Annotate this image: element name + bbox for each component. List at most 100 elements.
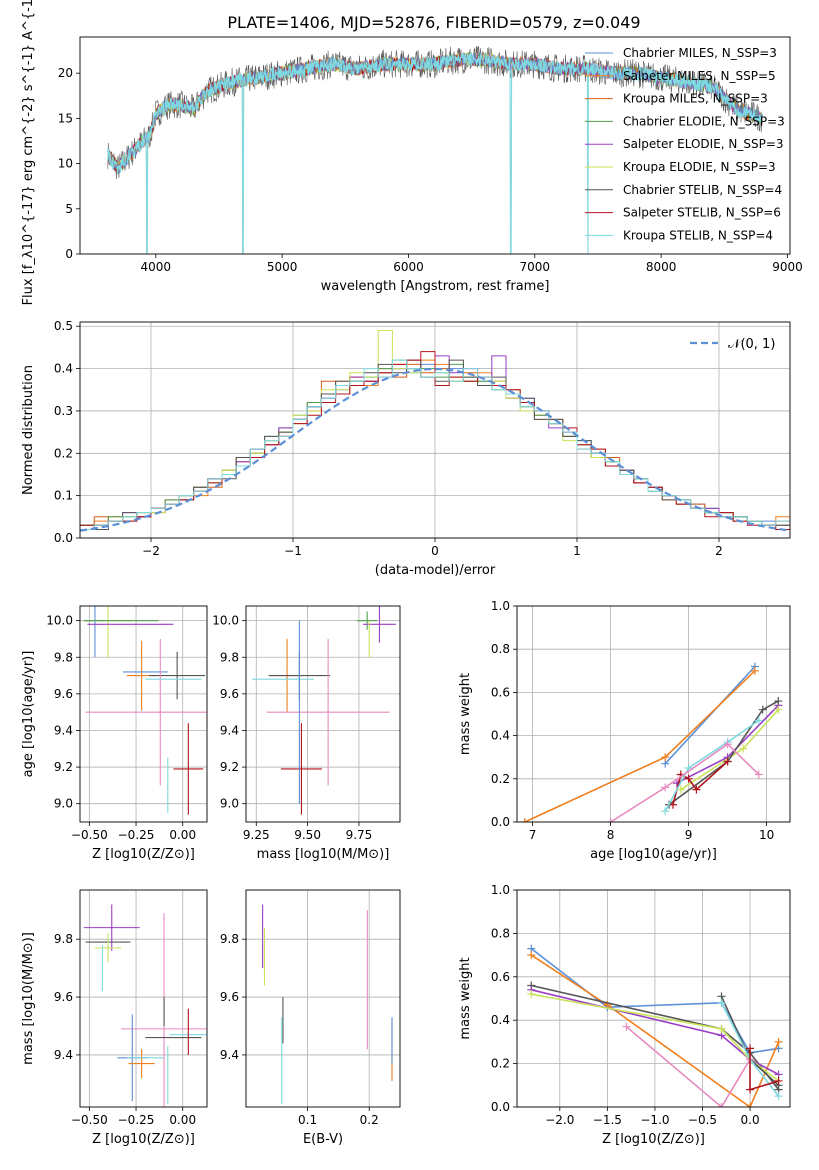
y-tick-label: 9.8 [220,650,239,664]
y-tick-label: 20 [58,66,73,80]
series-marker-salpeter_stelib [669,800,677,809]
legend-label-kroupa_miles: Kroupa MILES, N_SSP=3 [623,92,768,106]
series-marker-salpeter_miles [661,753,670,762]
series-marker-salpeter_stelib [692,785,701,794]
x-tick-label: 2 [715,544,723,558]
grid-lines [246,890,400,1107]
y-tick-label: 0.2 [54,446,73,460]
x-tick-label: −0.50 [71,1113,108,1127]
y-tick-label: 0.4 [491,729,510,743]
y-axis-label: mass weight [458,957,473,1039]
y-tick-label: 0.3 [54,404,73,418]
y-tick-label: 9.4 [220,1048,239,1062]
figure-title: PLATE=1406, MJD=52876, FIBERID=0579, z=0… [227,13,640,32]
panel-massweight_vs_age: 7 8 9 10 0.0 0.2 0.4 0.6 0.8 1.0 age [log10(age/yr… [458,599,791,862]
series-marker-kroupa_elodie [676,785,685,794]
y-tick-label: 0.1 [54,489,73,503]
y-tick-label: 9.2 [220,760,239,774]
x-tick-label: 7000 [520,260,551,274]
panels: 4000 5000 6000 7000 8000 900005101520waveleng… [21,0,803,1147]
x-tick-label: 9.50 [294,828,321,842]
y-tick-label: 9.4 [54,1048,73,1062]
y-tick-label: 1.0 [491,599,510,613]
x-tick-label: −2 [142,544,160,558]
plot-area [252,606,396,815]
legend-label-chabrier_stelib: Chabrier STELIB, N_SSP=4 [623,183,782,197]
x-tick-label: 9.25 [243,828,270,842]
x-tick-label: 4000 [141,260,172,274]
x-tick-label: 8000 [646,260,677,274]
series-marker-pink [622,1022,631,1031]
series-marker-kroupa_stelib [774,1092,783,1101]
y-tick-label: 1.0 [491,883,510,897]
series-marker-kroupa_elodie [774,705,783,714]
series-marker-pink [754,770,763,779]
x-axis-label: Z [log10(Z/Z⊙)] [92,847,195,862]
spectrum-line-salpeter_stelib [107,53,589,254]
axes-frame [79,605,208,823]
plot-area [527,944,783,1107]
y-tick-label: 10.0 [212,614,239,628]
series-marker-pink [606,818,615,822]
x-axis-label: (data-model)/error [375,563,496,578]
x-tick-label: 6000 [393,260,424,274]
series-marker-salpeter_miles [750,666,759,675]
series-marker-kroupa_elodie [717,1024,726,1033]
series-marker-chabrier_stelib [774,697,783,706]
gaussian-curve [80,367,790,532]
x-tick-label: 0.1 [298,1113,317,1127]
y-tick-label: 9.0 [54,797,73,811]
grid-lines [80,890,207,1107]
y-tick-label: 0.5 [54,319,73,333]
panel-massweight_vs_Z: −2.0 −1.5 −1.0 −0.5 0.0 0.0 0.2 0.4 0.6 0.8 1.0 Z [… [458,883,791,1147]
y-tick-label: 0.6 [491,685,510,699]
axes-frame [245,889,401,1108]
plot-area [107,45,763,254]
x-axis-label: Z [log10(Z/Z⊙)] [602,1132,705,1147]
y-tick-label: 0.0 [54,531,73,545]
series-line-pink [625,1026,751,1107]
y-tick-label: 9.4 [54,723,73,737]
series-marker-chabrier_stelib [758,705,767,714]
y-axis-label: mass weight [458,673,473,755]
y-tick-label: 9.8 [54,932,73,946]
x-tick-label: −2.0 [545,1113,574,1127]
y-tick-label: 9.6 [54,990,73,1004]
y-axis-label: Normed distribution [21,365,36,495]
axes-frame [79,889,208,1108]
series-marker-pink [661,783,670,792]
grid-lines [517,605,790,823]
y-tick-label: 9.6 [220,687,239,701]
y-tick-label: 0.2 [491,772,510,786]
series-marker-pink [723,740,732,749]
y-tick-label: 9.6 [54,687,73,701]
series-marker-kroupa_elodie [527,990,536,999]
x-tick-label: −1.5 [593,1113,622,1127]
series-line-kroupa_elodie [531,993,780,1082]
spectrum-line-kroupa_stelib [107,51,763,254]
series-line-chabrier_stelib [531,984,780,1091]
series-marker-salpeter_stelib [723,757,732,766]
y-axis-label: mass [log10(M/M⊙)] [21,932,36,1065]
series-marker-salpeter_stelib [774,1076,783,1085]
legend: Chabrier MILES, N_SSP=3 Salpeter MILES, N… [585,46,785,242]
y-tick-label: 0.2 [491,1057,510,1071]
x-axis-label: E(B-V) [303,1132,343,1147]
legend-label-gaussian: 𝒩(0, 1) [728,337,775,352]
y-axis-label: Flux [f_λ10^{-17} erg cm^{-2} s^{-1} A^{… [21,0,36,305]
y-tick-label: 9.8 [220,932,239,946]
y-tick-label: 0.4 [491,1013,510,1027]
plot-area [80,330,790,532]
x-tick-label: 0.0 [741,1113,760,1127]
axes-frame [79,36,791,255]
y-tick-label: 0.4 [54,362,73,376]
y-tick-label: 15 [58,111,73,125]
y-tick-label: 0.6 [491,970,510,984]
legend-label-salpeter_miles: Salpeter MILES, N_SSP=5 [623,69,776,83]
series-marker-salpeter_miles [520,818,529,822]
series-marker-salpeter_miles [774,1037,783,1046]
y-tick-label: 9.6 [220,990,239,1004]
axes-frame [516,889,791,1108]
panel-mass_vs_EBV: 0.1 0.2 9.4 9.6 9.8 E(B-V) [220,889,401,1147]
x-tick-label: 1 [573,544,581,558]
